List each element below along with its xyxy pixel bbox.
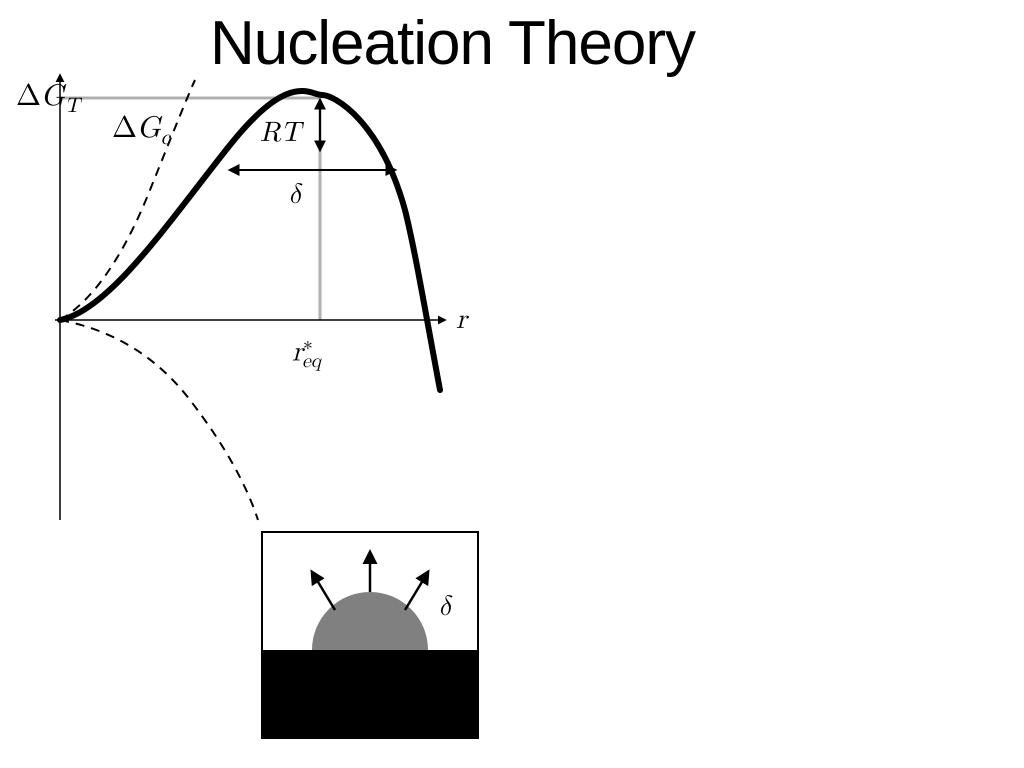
r-eq-star-label: r∗eq	[292, 332, 321, 373]
nucleus-inset	[260, 530, 480, 740]
inset-delta-label: δ	[438, 590, 451, 624]
x-axis-label: r	[456, 303, 467, 337]
y-axis-label: ΔGT	[16, 78, 80, 119]
substrate	[262, 650, 478, 738]
delta-gc-label: ΔGc	[112, 110, 170, 151]
volume-energy-curve	[60, 320, 258, 520]
delta-label: δ	[288, 178, 301, 212]
rt-label: RT	[260, 116, 301, 150]
